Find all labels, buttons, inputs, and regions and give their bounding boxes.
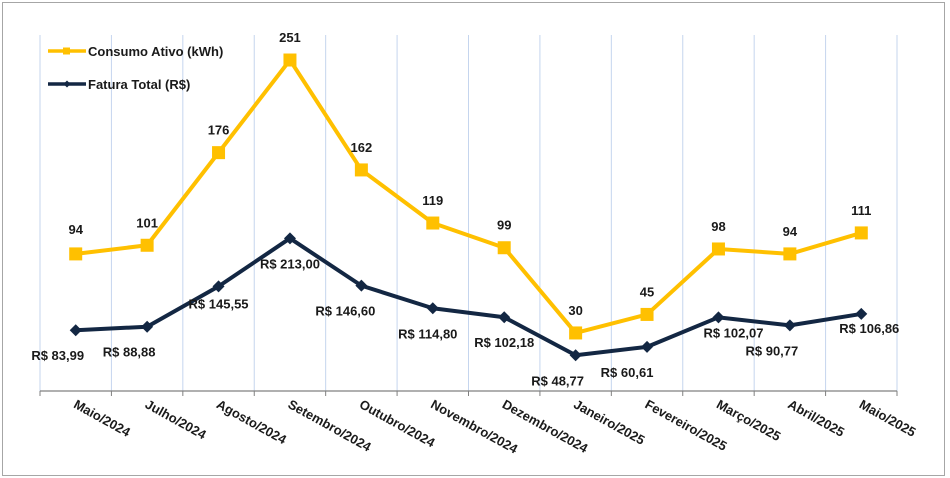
data-label: R$ 60,61: [601, 365, 654, 380]
data-point-square: [854, 226, 868, 240]
data-point-diamond: [426, 302, 439, 315]
data-label: 111: [851, 203, 871, 218]
gridlines: [39, 35, 898, 391]
data-point-square: [283, 53, 297, 67]
x-tick-label: Agosto/2024: [214, 397, 290, 448]
data-label: R$ 102,18: [474, 335, 534, 350]
data-label: R$ 90,77: [745, 343, 798, 358]
x-tick-label: Maio/2025: [857, 397, 919, 440]
data-label: R$ 213,00: [260, 256, 320, 271]
data-point-diamond: [212, 280, 225, 293]
data-point-diamond: [141, 320, 154, 333]
legend: Consumo Ativo (kWh) Fatura Total (R$): [48, 44, 223, 92]
legend-label-fatura: Fatura Total (R$): [88, 77, 190, 92]
data-point-square: [140, 238, 154, 252]
data-label: 176: [208, 123, 230, 138]
legend-marker-diamond: [63, 80, 71, 88]
series-line-consumo: [75, 58, 862, 335]
x-tick-label: Abril/2025: [785, 397, 847, 440]
data-point-diamond: [498, 311, 511, 324]
x-axis: Maio/2024 Julho/2024 Agosto/2024Setembro/2…: [39, 390, 919, 457]
data-label: 99: [497, 218, 511, 233]
data-point-diamond: [783, 319, 796, 332]
data-label: R$ 106,86: [839, 321, 899, 336]
data-point-diamond: [69, 324, 82, 337]
data-labels: 94 101 176 251 162 119 99 30 45 98 94 111 R$ 83,99 R$…: [31, 30, 899, 388]
x-tick-label: Julho/2024: [143, 397, 210, 443]
legend-label-consumo: Consumo Ativo (kWh): [88, 44, 223, 59]
data-label: R$ 145,55: [189, 296, 249, 311]
data-label: R$ 88,88: [103, 345, 156, 360]
legend-marker-square: [63, 47, 70, 55]
data-point-diamond: [712, 311, 725, 324]
data-label: R$ 114,80: [398, 326, 457, 341]
data-point-square: [569, 326, 583, 340]
data-label: 119: [422, 193, 443, 208]
data-label: 101: [136, 215, 158, 230]
data-label: R$ 83,99: [31, 348, 84, 363]
data-point-diamond: [569, 349, 582, 362]
data-label: 30: [568, 303, 582, 318]
data-point-diamond: [355, 279, 368, 292]
data-point-square: [354, 163, 368, 177]
data-point-square: [783, 247, 797, 261]
data-point-diamond: [855, 307, 868, 320]
data-label: R$ 48,77: [531, 373, 584, 388]
data-point-square: [640, 307, 654, 321]
data-point-square: [212, 146, 226, 160]
data-label: 162: [351, 140, 373, 155]
data-label: 251: [279, 30, 301, 45]
data-point-diamond: [641, 340, 654, 353]
data-label: R$ 146,60: [315, 304, 375, 319]
series-line-fatura: [75, 236, 862, 358]
data-point-square: [711, 242, 725, 256]
data-point-square: [426, 216, 440, 230]
data-label: 94: [68, 222, 83, 237]
data-point-diamond: [283, 232, 296, 245]
data-label: 45: [640, 284, 654, 299]
data-point-square: [497, 241, 511, 255]
data-label: R$ 102,07: [703, 325, 763, 340]
data-point-square: [69, 247, 83, 261]
data-label: 98: [711, 219, 725, 234]
x-tick-label: Maio/2024: [71, 397, 133, 441]
data-label: 94: [783, 224, 798, 239]
series-lines: [69, 53, 868, 362]
